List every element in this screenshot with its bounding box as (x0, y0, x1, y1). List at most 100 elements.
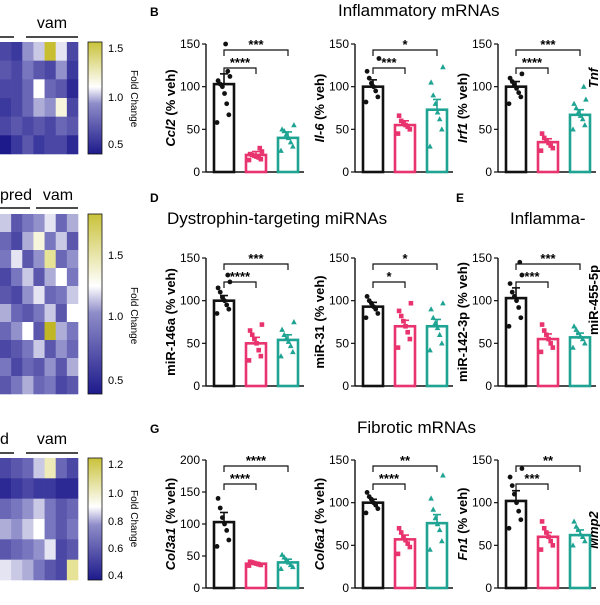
data-point (371, 304, 376, 310)
heatmap-cell (44, 498, 57, 520)
data-point (403, 537, 408, 543)
data-point (291, 122, 297, 128)
heatmap-cell (11, 42, 23, 61)
data-point (247, 151, 253, 157)
significance-bracket (223, 67, 257, 74)
data-point (432, 100, 439, 106)
data-point (226, 306, 232, 312)
heatmap-cell (44, 322, 57, 341)
heatmap-cell (0, 79, 12, 99)
data-point (573, 105, 580, 111)
data-point (579, 116, 586, 122)
data-point (366, 494, 372, 500)
significance-bracket (223, 263, 289, 270)
heatmap-cell (11, 98, 23, 117)
significance-label: *** (248, 37, 264, 52)
data-point (427, 143, 433, 149)
data-point (519, 466, 525, 471)
y-tick-label: 50 (187, 549, 201, 563)
data-point (290, 143, 296, 149)
heatmap-2-colorbar-tick: 1.5 (108, 250, 123, 262)
data-point (375, 311, 381, 316)
data-point (395, 345, 401, 350)
heatmap-cell (33, 268, 45, 287)
heatmap-cell (0, 376, 12, 395)
data-point (214, 120, 220, 125)
data-point (247, 559, 253, 565)
data-point (219, 294, 225, 300)
heatmap-cell (0, 232, 12, 251)
heatmap-1-group-label-vam: vam (37, 15, 67, 32)
heatmap-cell (66, 250, 79, 269)
heatmap-cell (0, 458, 12, 479)
data-point (541, 328, 547, 333)
heatmap-cell (22, 116, 34, 136)
data-point (291, 319, 297, 325)
panel-letter-g: G (150, 422, 159, 436)
heatmap-cell (33, 322, 45, 341)
significance-bracket (515, 483, 549, 490)
data-point (226, 112, 232, 118)
heatmap-cell (22, 135, 34, 155)
heatmap-2-colorbar-tick: 0.5 (108, 375, 123, 387)
heatmap-cell (55, 519, 68, 540)
data-point (214, 311, 220, 316)
heatmap-cell (33, 79, 45, 99)
heatmap-cell (44, 98, 57, 117)
heatmap-cell (22, 458, 34, 479)
heatmap-3-cells (0, 458, 79, 581)
y-axis-label: Col6a1 (% veh) (312, 478, 327, 570)
heatmap-cell (22, 304, 34, 323)
heatmap-cell (44, 268, 57, 287)
data-point (580, 83, 587, 89)
heatmap-1: vam 1.5 1.0 0.5 Fold Change (0, 15, 139, 155)
data-point (548, 341, 553, 346)
heatmap-cell (11, 214, 23, 233)
heatmap-cell (33, 286, 45, 305)
bar-pred (244, 342, 268, 388)
data-point (440, 300, 446, 306)
heatmap-cell (55, 42, 68, 61)
y-tick-label: 100 (180, 517, 200, 531)
data-point (439, 126, 445, 132)
significance-label: *** (540, 37, 556, 52)
heatmap-cell (33, 458, 45, 479)
heatmap-1-colorbar-tick: 1.0 (108, 92, 123, 104)
heatmap-cell (11, 79, 23, 99)
significance-label: **** (246, 453, 267, 468)
data-point (290, 348, 296, 355)
heatmap-cell (11, 458, 23, 479)
heatmap-cell (55, 478, 68, 499)
data-point (217, 81, 223, 87)
section-title-inflammatory: Inflammatory mRNAs (338, 1, 500, 20)
heatmap-cell (22, 519, 34, 540)
data-point (570, 126, 576, 132)
heatmap-cell (55, 322, 68, 341)
heatmap-cell (55, 232, 68, 251)
heatmap-cell (55, 376, 68, 395)
data-point (371, 84, 376, 90)
data-point (396, 113, 402, 118)
heatmap-cell (66, 559, 79, 581)
data-point (364, 68, 370, 74)
heatmap-3-colorbar-tick: 0.8 (108, 516, 123, 528)
significance-label: **** (379, 471, 400, 486)
heatmap-cell (0, 539, 12, 560)
data-point (516, 305, 522, 310)
y-tick-label: 0 (342, 379, 349, 393)
data-point (364, 490, 370, 495)
data-point (509, 289, 515, 295)
heatmap-cell (44, 304, 57, 323)
heatmap-cell (0, 340, 12, 359)
y-axis-label: Col3a1 (% veh) (163, 478, 178, 570)
significance-bracket (372, 281, 406, 288)
data-point (376, 56, 382, 61)
data-point (577, 333, 584, 339)
data-point (439, 340, 445, 346)
heatmap-cell (11, 498, 23, 520)
data-point (254, 341, 259, 346)
data-point (514, 500, 519, 506)
